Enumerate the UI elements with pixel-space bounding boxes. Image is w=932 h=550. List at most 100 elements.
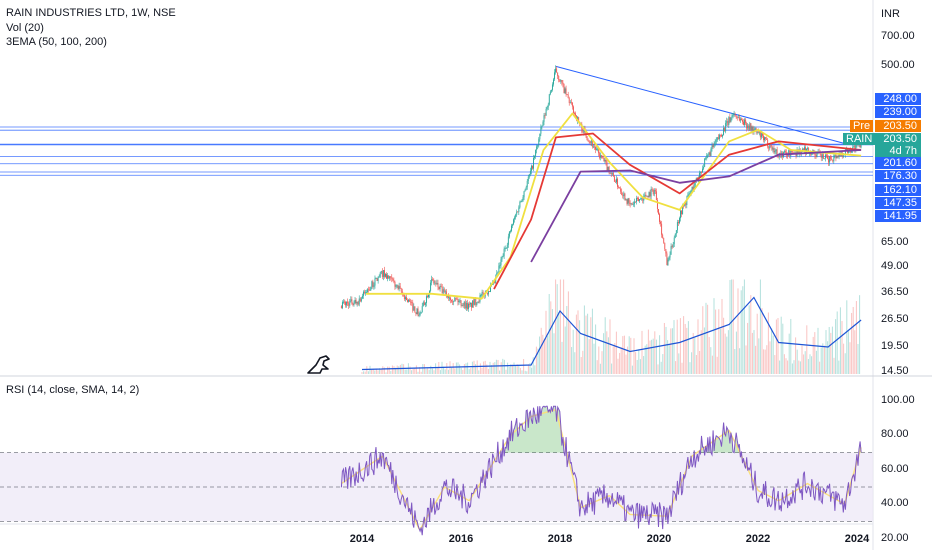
volume-bar bbox=[747, 322, 749, 374]
candle-body bbox=[735, 115, 737, 118]
volume-bar bbox=[455, 362, 457, 374]
candlesticks bbox=[340, 65, 862, 318]
candle-body bbox=[424, 302, 426, 305]
candle-body bbox=[617, 178, 618, 187]
candle-body bbox=[403, 295, 405, 300]
volume-bar bbox=[732, 279, 734, 374]
symbol-title[interactable]: RAIN INDUSTRIES LTD, 1W, NSE bbox=[6, 7, 176, 19]
candle-body bbox=[442, 289, 444, 294]
candle-body bbox=[471, 302, 473, 308]
trendline bbox=[555, 65, 845, 144]
volume-bar bbox=[782, 323, 784, 374]
candle-body bbox=[759, 132, 761, 138]
volume-bar bbox=[705, 302, 707, 374]
candle-body bbox=[554, 72, 555, 80]
candle-body bbox=[515, 214, 517, 218]
volume-bar bbox=[603, 333, 605, 374]
candle-body bbox=[356, 302, 358, 304]
volume-bar bbox=[609, 319, 611, 374]
candle-body bbox=[828, 158, 830, 163]
candle-body bbox=[860, 145, 862, 148]
candle-body bbox=[381, 271, 383, 277]
candle-body bbox=[560, 80, 562, 82]
volume-bar bbox=[457, 362, 459, 374]
candle-body bbox=[529, 170, 531, 175]
volume-bar bbox=[695, 355, 697, 374]
volume-bar bbox=[372, 368, 374, 374]
candle-body bbox=[665, 249, 667, 254]
candle-body bbox=[705, 158, 707, 159]
candle-body bbox=[610, 173, 612, 175]
volume-bar bbox=[427, 368, 429, 374]
volume-bar bbox=[831, 326, 833, 374]
candle-body bbox=[675, 230, 677, 234]
candle-body bbox=[672, 244, 674, 248]
candle-body bbox=[385, 274, 386, 277]
volume-bar bbox=[625, 354, 627, 374]
candle-body bbox=[706, 155, 708, 159]
candle-body bbox=[364, 291, 365, 293]
volume-bar bbox=[619, 352, 621, 374]
candle-body bbox=[540, 127, 542, 134]
rsi-tick-label: 80.00 bbox=[881, 428, 909, 441]
volume-bar bbox=[721, 298, 723, 374]
candle-body bbox=[824, 154, 826, 159]
candle-body bbox=[464, 301, 466, 309]
candle-body bbox=[656, 200, 658, 209]
time-tick-label: 2020 bbox=[646, 533, 672, 545]
candle-body bbox=[653, 189, 655, 195]
rsi-tick-label: 40.00 bbox=[881, 497, 909, 510]
volume-bar bbox=[387, 366, 389, 374]
volume-bar bbox=[475, 364, 477, 374]
candle-body bbox=[473, 300, 475, 305]
candle-body bbox=[553, 79, 554, 85]
volume-bar bbox=[772, 335, 774, 374]
volume-bar bbox=[740, 290, 742, 374]
candle-body bbox=[774, 151, 776, 153]
candle-body bbox=[422, 302, 424, 307]
candle-body bbox=[742, 120, 743, 122]
level-tag: 176.30 bbox=[875, 170, 921, 182]
candle-body bbox=[457, 299, 459, 303]
candle-body bbox=[811, 153, 813, 155]
volume-bar bbox=[596, 360, 598, 374]
volume-bar bbox=[737, 288, 739, 374]
volume-bar bbox=[795, 337, 797, 374]
volume-bar bbox=[775, 319, 777, 374]
candle-body bbox=[669, 254, 671, 258]
candle-body bbox=[496, 272, 498, 278]
candle-body bbox=[434, 282, 436, 284]
candle-body bbox=[545, 108, 547, 116]
candle-body bbox=[836, 155, 838, 159]
volume-bar bbox=[561, 341, 563, 374]
candle-body bbox=[684, 202, 686, 207]
volume-bar bbox=[849, 342, 851, 374]
volume-bar bbox=[633, 338, 635, 374]
tradingview-logo-icon[interactable] bbox=[307, 355, 330, 374]
volume-bar bbox=[537, 348, 539, 374]
rsi-legend[interactable]: RSI (14, close, SMA, 14, 2) bbox=[6, 384, 140, 396]
volume-bar bbox=[497, 359, 499, 374]
time-tick-label: 2018 bbox=[547, 533, 573, 545]
candle-body bbox=[661, 223, 663, 235]
candle-body bbox=[729, 117, 731, 122]
candle-body bbox=[845, 149, 847, 150]
candle-body bbox=[389, 276, 391, 279]
ema-legend[interactable]: 3EMA (50, 100, 200) bbox=[6, 36, 107, 48]
volume-bar bbox=[727, 330, 729, 374]
volume-bar bbox=[425, 368, 427, 374]
volume-bar bbox=[796, 349, 798, 374]
level-tag: 141.95 bbox=[875, 210, 921, 222]
volume-bar bbox=[447, 369, 449, 374]
candle-body bbox=[466, 302, 468, 309]
candle-body bbox=[379, 272, 381, 277]
volume-legend[interactable]: Vol (20) bbox=[6, 22, 44, 34]
ema-line-200 bbox=[530, 149, 862, 263]
currency-label[interactable]: INR bbox=[881, 8, 900, 20]
candle-body bbox=[409, 299, 411, 302]
candle-body bbox=[474, 298, 476, 305]
candle-body bbox=[655, 191, 657, 201]
volume-bar bbox=[801, 345, 803, 374]
volume-bar bbox=[423, 364, 425, 374]
